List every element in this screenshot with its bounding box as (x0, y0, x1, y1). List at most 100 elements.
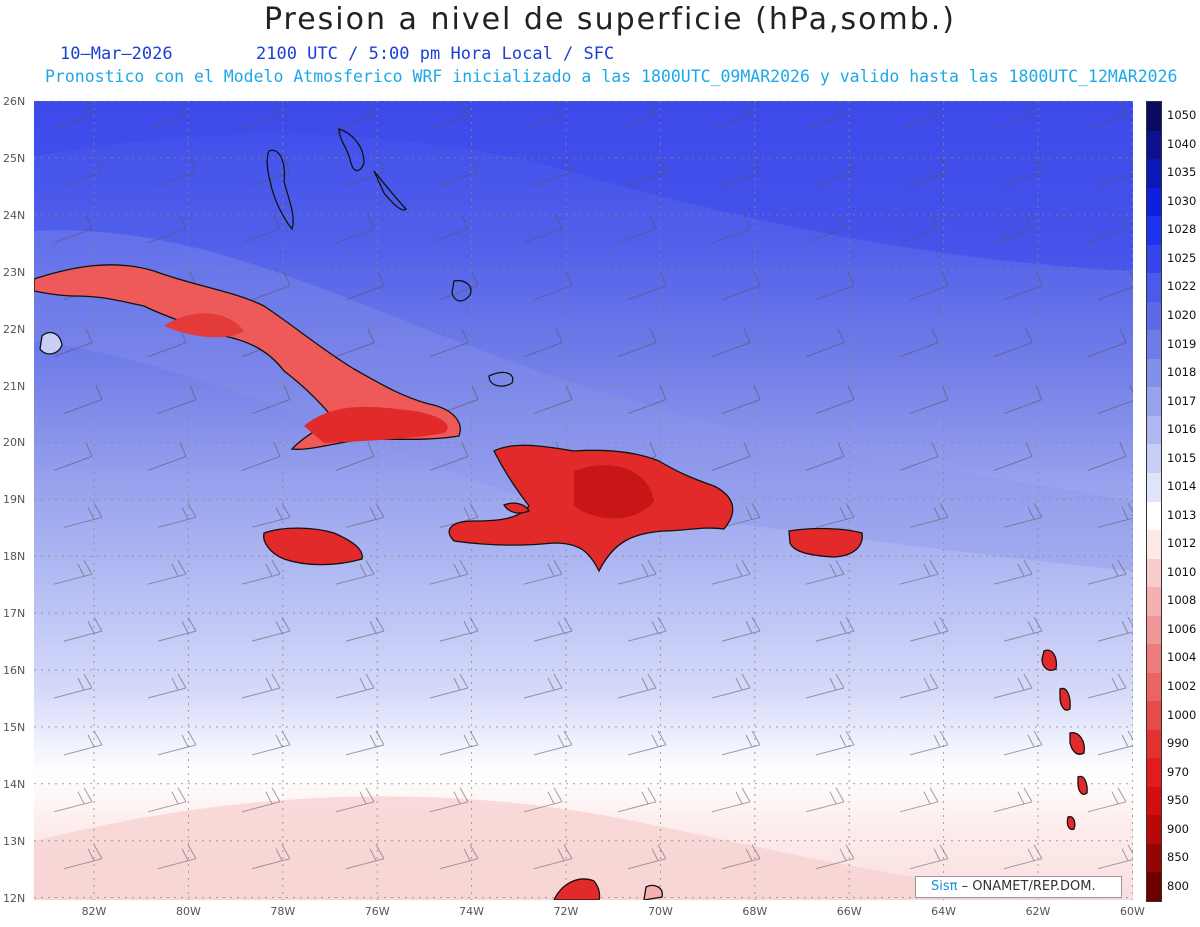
wind-barb (1097, 503, 1133, 528)
wind-barb (1003, 503, 1043, 528)
wind-barb (147, 101, 187, 130)
colorbar-segment (1147, 644, 1161, 674)
wind-barb (1087, 328, 1127, 358)
wind-barb (157, 616, 197, 642)
lon-label: 70W (647, 905, 673, 918)
wind-barb (63, 157, 103, 187)
cuba-west-highland (164, 313, 244, 338)
lat-label: 26N (3, 95, 26, 108)
wind-barb (721, 385, 761, 414)
wind-barb (899, 101, 939, 130)
wind-barb (899, 559, 939, 585)
wind-barb (711, 787, 751, 813)
wind-barb (815, 271, 855, 301)
wind-barb (909, 271, 949, 301)
curacao (643, 884, 663, 900)
wind-barb (53, 214, 93, 244)
colorbar-segment (1147, 615, 1161, 645)
lon-label: 76W (364, 905, 390, 918)
wind-barb (335, 559, 375, 585)
wind-barb (1003, 157, 1043, 187)
wind-barb (993, 328, 1033, 358)
lon-label: 66W (836, 905, 862, 918)
colorbar-label: 1035 (1167, 165, 1197, 180)
colorbar-segment (1147, 501, 1161, 531)
wind-barb (63, 730, 103, 756)
wind-barb (241, 214, 281, 244)
colorbar-segment (1147, 187, 1161, 217)
wind-barb (335, 214, 375, 244)
wind-barb (335, 328, 375, 358)
wind-barb (815, 844, 855, 870)
wind-barb (1087, 101, 1127, 130)
lon-label: 62W (1025, 905, 1051, 918)
wind-barb (1003, 385, 1043, 414)
colorbar-label: 1002 (1167, 678, 1197, 693)
lon-label: 78W (270, 905, 296, 918)
wind-barb (345, 844, 385, 870)
colorbar-segment (1147, 701, 1161, 731)
wind-barb (627, 157, 667, 187)
bahamas-eleuthera (338, 128, 365, 172)
model-info: Pronostico con el Modelo Atmosferico WRF… (45, 67, 1178, 86)
colorbar-segment (1147, 358, 1161, 388)
lon-label: 80W (175, 905, 201, 918)
jamaica (263, 527, 363, 566)
colorbar-label: 800 (1167, 878, 1189, 893)
wind-barb (721, 616, 761, 642)
wind-barb (523, 214, 563, 244)
colorbar-label: 1008 (1167, 593, 1197, 608)
wind-barb (711, 673, 751, 699)
wind-barb (805, 673, 845, 699)
colorbar-label: 1006 (1167, 621, 1197, 636)
lat-label: 18N (3, 550, 26, 564)
wind-barb (147, 673, 187, 699)
colorbar-label: 950 (1167, 793, 1189, 808)
colorbar-segment (1147, 758, 1161, 788)
colorbar-label: 1016 (1167, 422, 1197, 437)
colorbar-segment (1147, 472, 1161, 502)
bahamas-long-island (373, 170, 407, 211)
map-title: Presion a nivel de superficie (hPa,somb.… (263, 2, 957, 37)
south-america-coast (553, 878, 601, 900)
colorbar-label: 1012 (1167, 536, 1197, 551)
colorbar-segment (1147, 273, 1161, 303)
lat-label: 24N (3, 208, 26, 222)
wind-barb (251, 616, 291, 642)
wind-barb (711, 214, 751, 244)
wind-barb (533, 616, 573, 642)
wind-barb (627, 844, 667, 870)
colorbar-label: 990 (1167, 736, 1189, 751)
wind-barb (345, 271, 385, 301)
lat-label: 16N (3, 664, 26, 677)
colorbar-segment (1147, 330, 1161, 360)
wind-barb (627, 616, 667, 642)
colorbar-segment (1147, 729, 1161, 759)
wind-barb (815, 616, 855, 642)
lon-label: 68W (742, 905, 768, 918)
lat-label: 25N (3, 151, 26, 165)
colorbar-segment (1147, 815, 1161, 845)
colorbar-segment (1147, 587, 1161, 617)
wind-barb (251, 503, 291, 528)
colorbar-label: 970 (1167, 764, 1189, 779)
wind-barb (815, 503, 855, 528)
wind-barb (815, 157, 855, 187)
dominica (1059, 687, 1071, 711)
wind-barb (63, 844, 103, 870)
colorbar-label: 1017 (1167, 393, 1197, 408)
wind-barb (429, 328, 469, 358)
turks-caicos (488, 371, 514, 387)
credit-org: – ONAMET/REP.DOM. (957, 879, 1096, 894)
wind-barb (627, 385, 667, 414)
wind-barb (63, 385, 103, 414)
pressure-band-mid (34, 230, 1133, 571)
wind-barb (617, 328, 657, 358)
wind-barb (251, 730, 291, 756)
wind-barb (429, 214, 469, 244)
wind-barb (533, 730, 573, 756)
wind-barb (53, 673, 93, 699)
wind-barb (1003, 271, 1043, 301)
land-masses (34, 128, 1088, 900)
wind-barb (1087, 559, 1127, 585)
